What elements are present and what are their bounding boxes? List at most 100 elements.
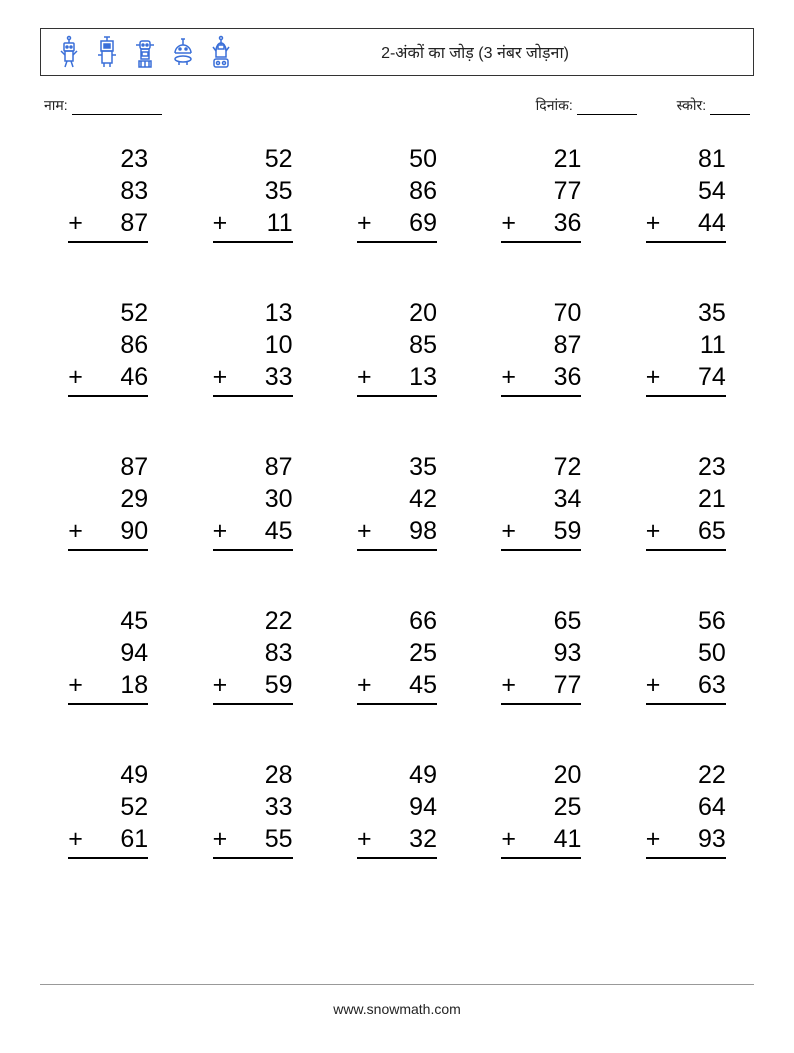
plus-sign: +: [68, 207, 83, 239]
footer-divider: [40, 984, 754, 985]
plus-sign: +: [646, 207, 661, 239]
addend-2: 33: [213, 791, 293, 823]
robot-icon: [91, 34, 123, 70]
addend-3-row: +11: [213, 207, 293, 243]
addition-problem: 5286+46: [68, 297, 148, 397]
addend-3-row: +87: [68, 207, 148, 243]
addend-1: 35: [357, 451, 437, 483]
addition-problem: 1310+33: [213, 297, 293, 397]
robot-icon: [129, 34, 161, 70]
addend-2: 64: [646, 791, 726, 823]
addend-1: 70: [501, 297, 581, 329]
addend-2: 54: [646, 175, 726, 207]
plus-sign: +: [213, 515, 228, 547]
addend-1: 49: [357, 759, 437, 791]
addend-1: 35: [646, 297, 726, 329]
addend-3-row: +61: [68, 823, 148, 859]
addend-3-row: +45: [213, 515, 293, 551]
addition-problem: 8729+90: [68, 451, 148, 551]
addition-problem: 6593+77: [501, 605, 581, 705]
addend-2: 21: [646, 483, 726, 515]
addend-3-row: +65: [646, 515, 726, 551]
addition-problem: 2085+13: [357, 297, 437, 397]
robot-icon: [53, 34, 85, 70]
plus-sign: +: [357, 669, 372, 701]
footer: www.snowmath.com: [0, 984, 794, 1017]
plus-sign: +: [68, 823, 83, 855]
plus-sign: +: [357, 207, 372, 239]
addition-problem: 8730+45: [213, 451, 293, 551]
addition-problem: 2383+87: [68, 143, 148, 243]
addend-2: 85: [357, 329, 437, 361]
score-label-text: स्कोर:: [677, 97, 706, 113]
plus-sign: +: [646, 515, 661, 547]
name-label: नाम:: [44, 96, 162, 115]
plus-sign: +: [68, 515, 83, 547]
name-label-text: नाम:: [44, 97, 68, 113]
addend-3-row: +77: [501, 669, 581, 705]
plus-sign: +: [501, 515, 516, 547]
score-label: स्कोर:: [677, 96, 750, 115]
addition-problem: 2833+55: [213, 759, 293, 859]
addend-2: 50: [646, 637, 726, 669]
addend-1: 81: [646, 143, 726, 175]
meta-row: नाम: दिनांक: स्कोर:: [40, 96, 754, 115]
addend-2: 29: [68, 483, 148, 515]
addend-2: 83: [68, 175, 148, 207]
addend-2: 25: [357, 637, 437, 669]
addend-1: 87: [68, 451, 148, 483]
problems-grid: 2383+875235+115086+692177+368154+445286+…: [40, 143, 754, 859]
addend-3-row: +18: [68, 669, 148, 705]
robot-icon: [205, 34, 237, 70]
score-blank[interactable]: [710, 100, 750, 115]
date-label: दिनांक:: [536, 96, 637, 115]
addend-3-row: +13: [357, 361, 437, 397]
addend-1: 23: [68, 143, 148, 175]
addend-2: 94: [357, 791, 437, 823]
addend-1: 87: [213, 451, 293, 483]
date-blank[interactable]: [577, 100, 637, 115]
addition-problem: 2177+36: [501, 143, 581, 243]
date-label-text: दिनांक:: [536, 97, 573, 113]
addend-1: 13: [213, 297, 293, 329]
addend-1: 72: [501, 451, 581, 483]
plus-sign: +: [501, 669, 516, 701]
addition-problem: 5086+69: [357, 143, 437, 243]
name-blank[interactable]: [72, 100, 162, 115]
plus-sign: +: [213, 823, 228, 855]
plus-sign: +: [501, 361, 516, 393]
plus-sign: +: [646, 823, 661, 855]
addition-problem: 2264+93: [646, 759, 726, 859]
addend-3-row: +93: [646, 823, 726, 859]
addend-1: 66: [357, 605, 437, 637]
addend-3-row: +32: [357, 823, 437, 859]
addend-2: 87: [501, 329, 581, 361]
addition-problem: 7087+36: [501, 297, 581, 397]
plus-sign: +: [357, 823, 372, 855]
addend-2: 25: [501, 791, 581, 823]
addend-2: 52: [68, 791, 148, 823]
addend-2: 77: [501, 175, 581, 207]
addend-1: 28: [213, 759, 293, 791]
addend-2: 86: [357, 175, 437, 207]
robot-icons: [53, 34, 237, 70]
addend-1: 52: [68, 297, 148, 329]
addend-3-row: +41: [501, 823, 581, 859]
addend-1: 56: [646, 605, 726, 637]
addend-2: 42: [357, 483, 437, 515]
addend-3-row: +59: [501, 515, 581, 551]
addend-3-row: +55: [213, 823, 293, 859]
addition-problem: 3511+74: [646, 297, 726, 397]
addition-problem: 5235+11: [213, 143, 293, 243]
addend-2: 30: [213, 483, 293, 515]
addition-problem: 5650+63: [646, 605, 726, 705]
addend-3-row: +74: [646, 361, 726, 397]
addend-2: 34: [501, 483, 581, 515]
plus-sign: +: [68, 669, 83, 701]
addition-problem: 3542+98: [357, 451, 437, 551]
plus-sign: +: [213, 207, 228, 239]
addend-2: 93: [501, 637, 581, 669]
addend-2: 35: [213, 175, 293, 207]
addend-2: 94: [68, 637, 148, 669]
addition-problem: 4952+61: [68, 759, 148, 859]
